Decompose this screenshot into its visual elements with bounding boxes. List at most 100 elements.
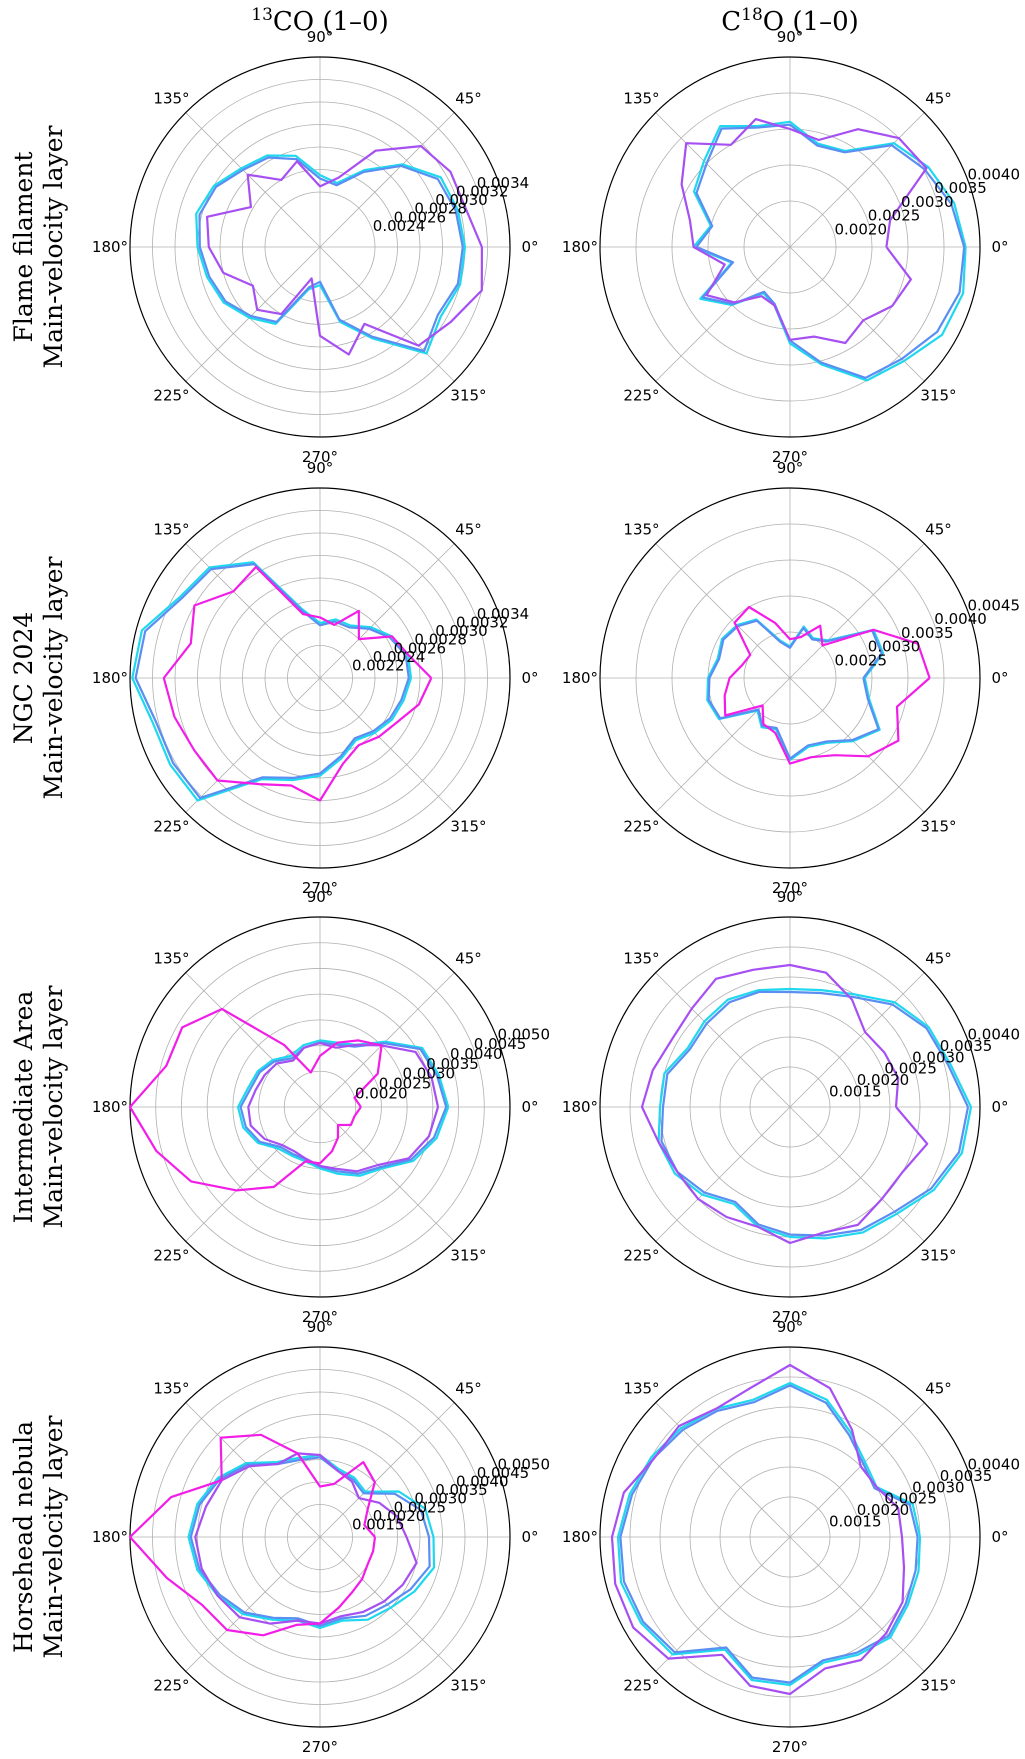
radial-tick-label: 0.0015	[829, 1513, 882, 1531]
series-line-blue	[198, 156, 464, 353]
radial-gridline	[319, 543, 455, 679]
radial-tick-label: 0.0030	[912, 1478, 965, 1496]
radial-tick-label: 0.0025	[379, 1075, 432, 1093]
radial-gridline	[655, 1106, 791, 1242]
angle-tick-label: 135°	[153, 1380, 189, 1398]
series-line-blue	[660, 990, 970, 1237]
angle-tick-label: 315°	[450, 818, 486, 836]
radial-grid-circle	[749, 1066, 831, 1148]
angle-tick-label: 225°	[623, 1247, 659, 1265]
radial-gridline	[185, 1402, 321, 1538]
radial-gridline	[789, 677, 925, 813]
polar-chart-4: 0° 45° 90° 135° 180° 225° 270° 315° 0.00200.0025…	[92, 888, 550, 1326]
radial-tick-label: 0.0040	[968, 165, 1021, 183]
series-line-magenta	[723, 605, 931, 765]
angle-tick-label: 225°	[623, 1677, 659, 1695]
radial-grid-circle	[155, 942, 485, 1272]
row-title-line2: Main-velocity layer	[39, 126, 68, 369]
svg-text:Main-velocity layer: Main-velocity layer	[39, 1416, 68, 1659]
radial-tick-label: 0.0015	[829, 1083, 882, 1101]
angle-tick-label: 135°	[623, 1380, 659, 1398]
radial-grid-circle	[671, 559, 909, 797]
angle-tick-label: 135°	[623, 90, 659, 108]
angle-tick-label: 180°	[562, 1098, 598, 1116]
angle-tick-label: 270°	[772, 879, 808, 897]
radial-grid-circle	[689, 1436, 891, 1638]
radial-gridline	[185, 112, 321, 248]
radial-tick-label: 0.0050	[498, 1455, 551, 1473]
radial-gridline	[789, 112, 925, 248]
polar-frame	[599, 487, 981, 869]
angle-tick-label: 315°	[920, 1247, 956, 1265]
radial-tick-label: 0.0035	[934, 179, 987, 197]
radial-gridline	[655, 112, 791, 248]
angle-tick-label: 45°	[455, 1380, 482, 1398]
row-title-line1: Flame filament	[9, 152, 38, 343]
radial-grid-circle	[635, 92, 945, 402]
radial-gridline	[655, 1402, 791, 1538]
polar-frame	[599, 56, 981, 438]
radial-grid-circle	[197, 1414, 443, 1660]
radial-tick-label: 0.0026	[394, 208, 447, 226]
radial-gridline	[789, 543, 925, 679]
radial-grid-circle	[719, 1036, 861, 1178]
angle-tick-label: 180°	[92, 1098, 128, 1116]
radial-grid-circle	[743, 200, 837, 294]
polar-frame	[129, 487, 511, 869]
radial-grid-circle	[219, 577, 421, 779]
angle-tick-label: 225°	[153, 818, 189, 836]
row-title-line2: Main-velocity layer	[39, 557, 68, 800]
angle-tick-label: 90°	[777, 28, 804, 46]
radial-tick-label: 0.0025	[835, 651, 888, 669]
radial-tick-label: 0.0028	[414, 631, 467, 649]
angle-tick-label: 45°	[455, 521, 482, 539]
series-line-purple	[610, 1363, 906, 1696]
radial-tick-label: 0.0020	[857, 1501, 910, 1519]
radial-tick-label: 0.0030	[414, 1490, 467, 1508]
radial-grid-circle	[287, 645, 353, 711]
series-line-purple	[680, 117, 928, 345]
angle-tick-label: 0°	[991, 669, 1008, 687]
radial-tick-label: 0.0020	[355, 1084, 408, 1102]
radial-gridline	[655, 677, 791, 813]
radial-tick-label: 0.0040	[456, 1473, 509, 1491]
angle-tick-label: 270°	[302, 879, 338, 897]
radial-grid-circle	[174, 1391, 466, 1683]
series-line-blue	[239, 1041, 448, 1175]
radial-grid-circle	[219, 146, 421, 348]
radial-gridline	[789, 1106, 925, 1242]
angle-tick-label: 90°	[307, 28, 334, 46]
angle-tick-label: 90°	[777, 888, 804, 906]
angle-tick-label: 0°	[991, 1528, 1008, 1546]
polar-chart-6: 0° 45° 90° 135° 180° 225° 270° 315° 0.00150.0020…	[92, 1318, 550, 1756]
radial-grid-circle	[743, 631, 837, 725]
radial-grid-circle	[174, 532, 466, 824]
radial-tick-label: 0.0025	[868, 207, 921, 225]
radial-tick-label: 0.0035	[426, 1055, 479, 1073]
svg-text:NGC 2024: NGC 2024	[9, 612, 38, 745]
radial-tick-label: 0.0024	[373, 648, 426, 666]
angle-tick-label: 180°	[562, 669, 598, 687]
angle-tick-label: 225°	[623, 818, 659, 836]
radial-tick-label: 0.0030	[403, 1065, 456, 1083]
series-line-magenta	[128, 1007, 383, 1192]
radial-gridline	[789, 1402, 925, 1538]
series-line-cyan	[616, 1381, 922, 1687]
polar-chart-2: 0° 45° 90° 135° 180° 225° 270° 315° 0.00220.0024…	[92, 459, 539, 897]
polar-chart-1: 0° 45° 90° 135° 180° 225° 270° 315° 0.00200.0025…	[562, 28, 1020, 466]
angle-tick-label: 135°	[153, 521, 189, 539]
row-title-horsehead-nebula: Horsehead nebula Main-velocity layer	[9, 1416, 68, 1659]
radial-grid-circle	[242, 600, 398, 756]
radial-gridline	[655, 246, 791, 382]
radial-gridline	[319, 677, 455, 813]
angle-tick-label: 45°	[925, 950, 952, 968]
series-line-purple	[247, 1041, 440, 1173]
angle-tick-label: 225°	[623, 387, 659, 405]
radial-tick-label: 0.0030	[912, 1048, 965, 1066]
row-title-line1: Intermediate Area	[9, 991, 38, 1224]
angle-tick-label: 90°	[777, 459, 804, 477]
radial-tick-label: 0.0025	[884, 1060, 937, 1078]
angle-tick-label: 0°	[521, 1098, 538, 1116]
radial-gridline	[655, 972, 791, 1108]
